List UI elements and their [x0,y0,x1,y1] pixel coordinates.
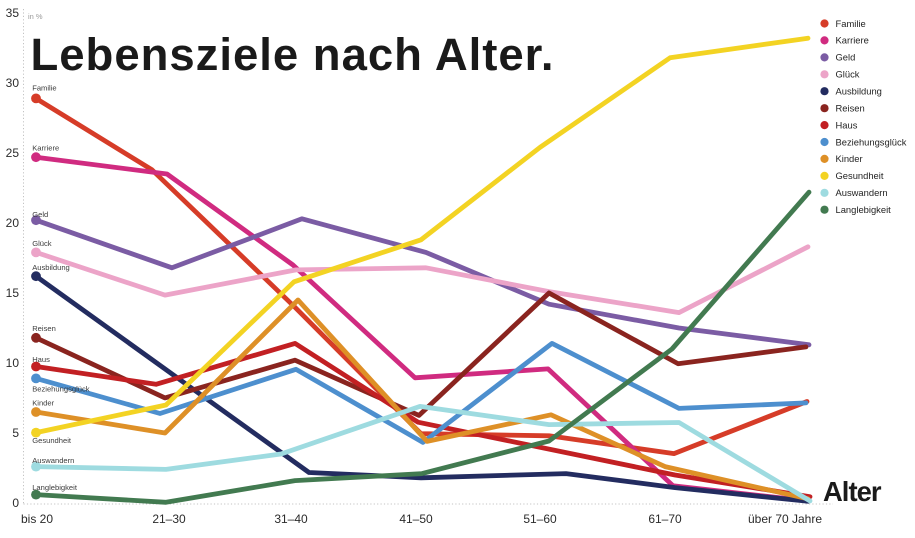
svg-text:Familie: Familie [836,18,866,29]
svg-text:35: 35 [6,6,20,20]
svg-text:5: 5 [12,426,19,440]
svg-text:Kinder: Kinder [32,399,54,408]
svg-text:Gesundheit: Gesundheit [836,170,884,181]
svg-text:bis 20: bis 20 [21,512,53,526]
svg-text:61–70: 61–70 [648,512,682,526]
svg-text:10: 10 [6,356,20,370]
svg-text:Auswandern: Auswandern [32,456,74,465]
svg-text:Geld: Geld [836,52,856,63]
svg-text:21–30: 21–30 [152,512,186,526]
svg-text:Karriere: Karriere [32,143,59,152]
svg-text:41–50: 41–50 [399,512,433,526]
svg-text:Geld: Geld [32,210,48,219]
svg-text:Glück: Glück [32,239,52,248]
svg-text:in %: in % [28,12,43,21]
svg-text:Kinder: Kinder [836,153,863,164]
svg-text:über 70 Jahre: über 70 Jahre [748,512,822,526]
svg-text:25: 25 [6,146,20,160]
svg-text:Auswandern: Auswandern [836,187,888,198]
svg-text:Familie: Familie [32,84,56,93]
svg-text:Glück: Glück [836,69,860,80]
svg-text:Karriere: Karriere [836,35,869,46]
svg-text:15: 15 [6,286,20,300]
svg-text:0: 0 [12,496,19,510]
svg-text:31–40: 31–40 [274,512,308,526]
svg-text:Gesundheit: Gesundheit [32,436,72,445]
svg-text:Alter: Alter [823,476,882,507]
svg-text:Ausbildung: Ausbildung [836,86,882,97]
svg-text:Reisen: Reisen [836,103,865,114]
svg-text:20: 20 [6,216,20,230]
svg-text:Beziehungsglück: Beziehungsglück [32,384,90,393]
svg-text:30: 30 [6,76,20,90]
svg-text:Lebensziele nach Alter.: Lebensziele nach Alter. [31,29,554,80]
svg-text:Reisen: Reisen [32,324,56,333]
svg-text:Haus: Haus [836,119,858,130]
svg-text:Haus: Haus [32,355,50,364]
svg-text:Ausbildung: Ausbildung [32,263,70,272]
svg-text:51–60: 51–60 [523,512,557,526]
svg-text:Langlebigkeit: Langlebigkeit [836,204,892,215]
svg-text:Langlebigkeit: Langlebigkeit [32,483,78,492]
svg-text:Beziehungsglück: Beziehungsglück [836,136,907,147]
